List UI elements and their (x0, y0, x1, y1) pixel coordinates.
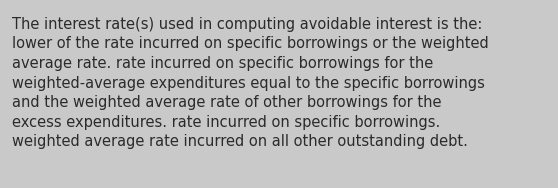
Text: The interest rate(s) used in computing avoidable interest is the:
lower of the r: The interest rate(s) used in computing a… (12, 17, 489, 149)
